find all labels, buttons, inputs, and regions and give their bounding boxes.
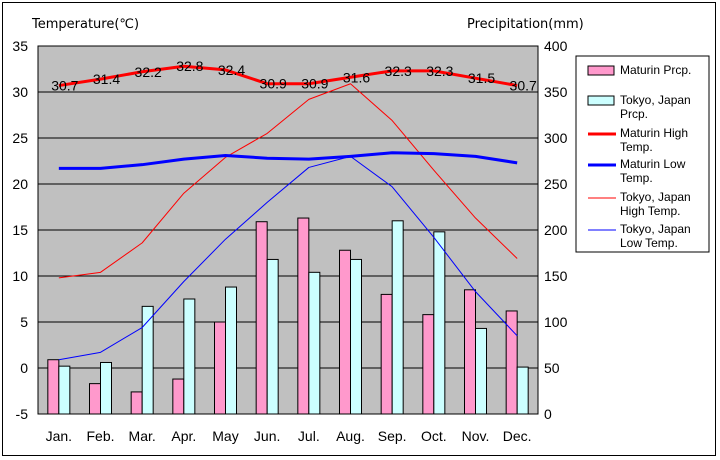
x-tick-label: Sep. — [378, 428, 407, 444]
bar — [58, 365, 71, 415]
left-tick-label: -5 — [16, 406, 29, 422]
chart-frame — [2, 2, 716, 456]
data-label: 31.5 — [468, 70, 495, 86]
legend-box — [575, 55, 710, 253]
bar — [141, 305, 154, 415]
legend-label: Maturin Prcp. — [620, 63, 691, 77]
x-tick-label: May — [212, 428, 238, 444]
data-label: 32.3 — [385, 63, 412, 79]
right-tick-label: 100 — [544, 314, 568, 330]
legend: Maturin Prcp. Tokyo, Japan Prcp. Maturin Hi… — [575, 55, 710, 253]
left-tick-label: 25 — [12, 130, 28, 146]
bar — [475, 327, 487, 415]
right-tick-label: 250 — [544, 176, 568, 192]
legend-label: Maturin High Temp. — [620, 126, 688, 154]
bar — [130, 391, 143, 415]
bar — [214, 321, 226, 415]
bar — [172, 378, 185, 415]
data-label: 30.7 — [510, 78, 537, 94]
bar — [350, 258, 362, 415]
data-label: 32.8 — [176, 58, 203, 74]
legend-label: Tokyo, Japan Low Temp. — [620, 222, 691, 250]
plot-area: 35302520151050-5400350300250200150100500… — [12, 38, 567, 444]
left-tick-label: 0 — [20, 360, 28, 376]
x-tick-label: Oct. — [421, 428, 447, 444]
left-axis-title: Temperature(℃) — [31, 17, 139, 32]
right-tick-label: 400 — [544, 38, 568, 54]
bar — [422, 314, 435, 415]
data-label: 30.9 — [301, 76, 328, 92]
x-tick-label: Jan. — [46, 428, 72, 444]
bar — [255, 221, 268, 415]
bar — [225, 286, 237, 415]
bar — [183, 298, 196, 415]
right-tick-label: 150 — [544, 268, 568, 284]
series-line — [58, 151, 518, 170]
bar — [47, 359, 60, 415]
right-tick-label: 200 — [544, 222, 568, 238]
legend-swatch — [587, 65, 615, 76]
bar — [464, 289, 476, 415]
bar — [380, 293, 393, 415]
right-tick-label: 50 — [544, 360, 560, 376]
x-tick-label: Nov. — [462, 428, 490, 444]
bar — [339, 249, 351, 415]
series-line — [58, 155, 518, 361]
left-tick-label: 15 — [12, 222, 28, 238]
bar — [308, 271, 321, 415]
right-axis-title: Precipitation(mm) — [467, 17, 584, 32]
left-tick-label: 10 — [12, 268, 28, 284]
left-tick-label: 5 — [20, 314, 28, 330]
legend-swatch — [587, 95, 615, 106]
left-tick-label: 35 — [12, 38, 28, 54]
data-label: 32.3 — [426, 63, 453, 79]
data-label: 31.6 — [343, 69, 370, 85]
bar — [516, 366, 529, 415]
x-tick-label: Mar. — [129, 428, 156, 444]
x-tick-label: Jul. — [298, 428, 320, 444]
right-tick-label: 0 — [544, 406, 552, 422]
left-tick-label: 20 — [12, 176, 28, 192]
bar — [297, 217, 310, 415]
data-label: 32.2 — [135, 64, 162, 80]
x-tick-label: Feb. — [86, 428, 114, 444]
right-tick-label: 350 — [544, 84, 568, 100]
legend-label: Tokyo, Japan High Temp. — [620, 190, 691, 218]
series-line — [58, 83, 518, 279]
x-tick-label: Dec. — [503, 428, 532, 444]
x-tick-label: Aug. — [336, 428, 365, 444]
data-label: 31.4 — [93, 71, 120, 87]
bar — [391, 220, 404, 415]
x-tick-label: Jun. — [254, 428, 280, 444]
x-tick-label: Apr. — [171, 428, 196, 444]
bar — [433, 231, 446, 415]
bar — [89, 383, 101, 415]
data-label: 30.9 — [260, 76, 287, 92]
legend-label: Maturin Low Temp. — [620, 157, 686, 185]
bar — [266, 258, 279, 415]
data-label: 30.7 — [51, 78, 78, 94]
right-tick-label: 300 — [544, 130, 568, 146]
bar — [100, 361, 112, 415]
data-label: 32.4 — [218, 62, 245, 78]
plot-border — [37, 45, 539, 415]
legend-label: Tokyo, Japan Prcp. — [620, 93, 691, 121]
left-tick-label: 30 — [12, 84, 28, 100]
series-line — [58, 64, 518, 88]
